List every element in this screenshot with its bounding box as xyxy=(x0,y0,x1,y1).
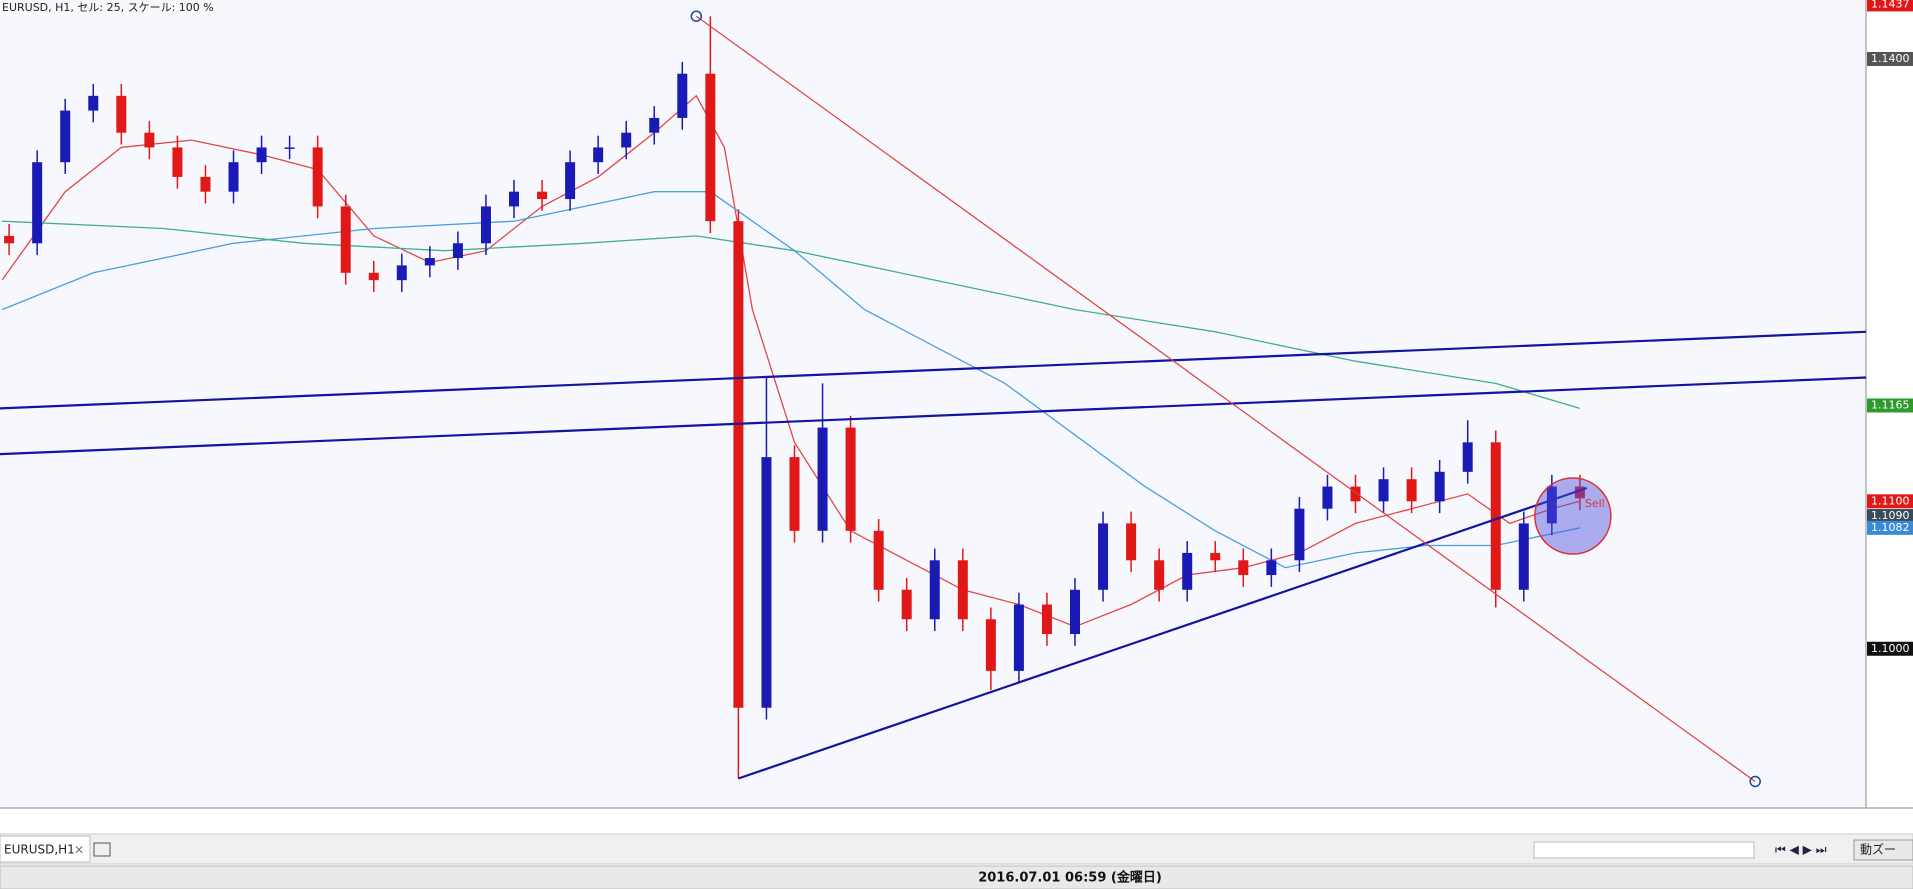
candle-body xyxy=(172,147,183,177)
tab-close[interactable]: × xyxy=(74,843,84,857)
trend-endpoint xyxy=(1749,775,1761,788)
status-bar xyxy=(0,865,1913,889)
candle-body xyxy=(537,191,548,200)
candle-body xyxy=(873,530,884,590)
marker-label: Sell xyxy=(1585,497,1605,510)
candle-body xyxy=(60,110,71,163)
nav-buttons[interactable]: ⏮ ◀ ▶ ⏭ xyxy=(1775,843,1827,857)
candle-body xyxy=(985,619,996,671)
candle-body xyxy=(621,132,632,148)
price-tag xyxy=(1867,0,1913,12)
candle-body xyxy=(817,427,828,531)
overlays: Sell 1.1437 1.1400 1.1165 1.1100 1.10901.1082… xyxy=(0,0,1913,788)
candle-body xyxy=(929,560,940,620)
price-tag-label: 1.1000 xyxy=(1871,642,1910,655)
candle-body xyxy=(789,457,800,531)
candle-body xyxy=(256,147,267,163)
price-tag xyxy=(1867,494,1913,509)
candle-body xyxy=(1126,523,1137,561)
candle-body xyxy=(901,589,912,620)
candle-body xyxy=(649,117,660,133)
tab[interactable] xyxy=(0,835,91,863)
candle-body xyxy=(705,73,716,222)
candle-body xyxy=(1406,479,1417,502)
candle-body xyxy=(1266,560,1277,576)
candle-body xyxy=(1013,604,1024,671)
candle-body xyxy=(1041,604,1052,635)
candle-body xyxy=(116,95,127,133)
candle-body xyxy=(1378,479,1389,502)
candle-body xyxy=(1098,523,1109,590)
zoom-button-label[interactable]: 動ズー xyxy=(1860,842,1896,857)
candle-body xyxy=(565,162,576,200)
candles xyxy=(4,16,1585,779)
price-tag-label: 1.1090 xyxy=(1871,509,1910,522)
zoom-button[interactable] xyxy=(1853,839,1913,861)
status-text: 2016.07.01 06:59 (金曜日) xyxy=(978,870,1162,886)
candle-body xyxy=(1546,486,1557,524)
order-marker xyxy=(1534,477,1612,555)
candle-body xyxy=(1434,471,1445,502)
candle-body xyxy=(761,457,772,708)
price-tag xyxy=(1867,641,1913,656)
candle-body xyxy=(1490,442,1501,590)
plot-area xyxy=(0,0,1866,808)
candle-body xyxy=(1182,552,1193,590)
candle-body xyxy=(845,427,856,531)
candle-body xyxy=(368,272,379,281)
price-tag-label: 1.1082 xyxy=(1871,521,1910,534)
window-icon[interactable] xyxy=(93,842,111,857)
candle-body xyxy=(1574,486,1585,499)
moving-average xyxy=(1,191,1581,569)
candle-body xyxy=(1322,486,1333,509)
moving-average xyxy=(2,220,1581,410)
scroll-field[interactable] xyxy=(1533,841,1755,859)
candle-body xyxy=(32,162,43,244)
candle-body xyxy=(593,147,604,163)
candle-body xyxy=(1518,523,1529,590)
price-tag-label: 1.1400 xyxy=(1871,52,1910,65)
price-tag-label: 1.1165 xyxy=(1871,398,1910,411)
chart-title: EURUSD, H1, セル: 25, スケール: 100 % xyxy=(2,1,214,14)
price-tag-label: 1.1437 xyxy=(1871,0,1910,10)
candle-body xyxy=(1238,560,1249,576)
price-tag xyxy=(1867,398,1913,413)
price-tag xyxy=(1867,509,1913,524)
candle-body xyxy=(509,191,520,207)
trend-line xyxy=(0,376,1867,456)
price-tag xyxy=(1867,51,1913,66)
candle-body xyxy=(4,235,15,244)
candle-body xyxy=(957,560,968,620)
price-tag xyxy=(1867,520,1913,535)
candle-body xyxy=(1350,486,1361,502)
candle-body xyxy=(1210,552,1221,561)
candle-body xyxy=(1154,560,1165,590)
candle-body xyxy=(1294,508,1305,561)
candle-body xyxy=(1462,442,1473,472)
candle-body xyxy=(452,243,463,259)
candle-body xyxy=(228,162,239,192)
candle-body xyxy=(144,132,155,148)
trend-line xyxy=(695,15,1756,782)
price-tag-label: 1.1100 xyxy=(1871,494,1910,507)
candle-body xyxy=(424,258,435,266)
candle-body xyxy=(88,95,99,111)
trend-endpoint xyxy=(690,10,703,22)
trend-line xyxy=(0,330,1867,410)
tab-label[interactable]: EURUSD,H1 xyxy=(4,843,75,857)
candle-body xyxy=(677,73,688,118)
candle-body xyxy=(312,147,323,207)
candle-body xyxy=(396,265,407,281)
candle-body xyxy=(733,221,744,708)
candle-body xyxy=(200,176,211,192)
candle-body xyxy=(284,147,295,149)
candle-body xyxy=(1070,589,1081,635)
trend-line xyxy=(738,486,1588,780)
candle-body xyxy=(340,206,351,273)
candle-body xyxy=(480,206,491,244)
